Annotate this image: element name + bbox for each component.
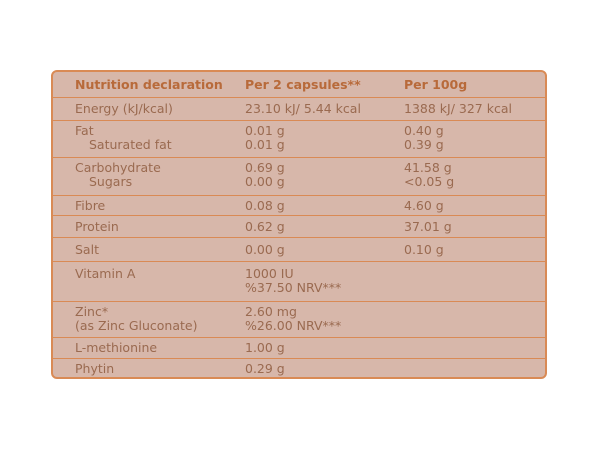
saturated-fat-per-capsules-value: 0.01 g (245, 137, 285, 152)
row-salt: Salt 0.00 g 0.10 g (53, 238, 545, 262)
fat-per-capsules-value: 0.01 g (245, 123, 285, 138)
vitamin-a-iu-value: 1000 IU (245, 266, 294, 281)
zinc-gluconate-label: (as Zinc Gluconate) (75, 318, 198, 333)
fibre-label: Fibre (75, 198, 106, 213)
fibre-per-capsules: 0.08 g (245, 198, 285, 213)
carbohydrate-per-capsules: 0.69 g 0.00 g (245, 161, 285, 189)
row-phytin: Phytin 0.29 g (53, 359, 545, 377)
row-carbohydrate: Carbohydrate Sugars 0.69 g 0.00 g 41.58 … (53, 158, 545, 196)
fat-per-100g-value: 0.40 g (404, 123, 444, 138)
header-per-2-capsules: Per 2 capsules** (245, 77, 361, 92)
row-energy: Energy (kJ/kcal) 23.10 kJ/ 5.44 kcal 138… (53, 98, 545, 121)
protein-per-100g: 37.01 g (404, 219, 452, 234)
sugars-per-capsules-value: 0.00 g (245, 174, 285, 189)
nutrition-table: Nutrition declaration Per 2 capsules** P… (51, 70, 547, 379)
salt-label: Salt (75, 242, 99, 257)
protein-per-capsules: 0.62 g (245, 219, 285, 234)
header-per-100g: Per 100g (404, 77, 468, 92)
fat-per-capsules: 0.01 g 0.01 g (245, 124, 285, 152)
vitamin-a-nrv-value: %37.50 NRV*** (245, 280, 342, 295)
carbohydrate-labels: Carbohydrate Sugars (75, 161, 161, 189)
row-fibre: Fibre 0.08 g 4.60 g (53, 196, 545, 216)
salt-per-100g: 0.10 g (404, 242, 444, 257)
zinc-mg-value: 2.60 mg (245, 304, 297, 319)
energy-per-100g: 1388 kJ/ 327 kcal (404, 101, 512, 116)
saturated-fat-per-100g-value: 0.39 g (404, 137, 444, 152)
header-nutrition-declaration: Nutrition declaration (75, 77, 223, 92)
row-l-methionine: L-methionine 1.00 g (53, 338, 545, 359)
header-row: Nutrition declaration Per 2 capsules** P… (53, 72, 545, 98)
salt-per-capsules: 0.00 g (245, 242, 285, 257)
carbohydrate-label: Carbohydrate (75, 160, 161, 175)
fibre-per-100g: 4.60 g (404, 198, 444, 213)
row-protein: Protein 0.62 g 37.01 g (53, 216, 545, 238)
l-methionine-label: L-methionine (75, 340, 158, 355)
phytin-label: Phytin (75, 361, 115, 376)
fat-per-100g: 0.40 g 0.39 g (404, 124, 444, 152)
energy-per-capsules: 23.10 kJ/ 5.44 kcal (245, 101, 361, 116)
energy-label: Energy (kJ/kcal) (75, 101, 173, 116)
vitamin-a-label: Vitamin A (75, 266, 136, 281)
row-fat: Fat Saturated fat 0.01 g 0.01 g 0.40 g 0… (53, 121, 545, 158)
row-vitamin-a: Vitamin A 1000 IU %37.50 NRV*** (53, 262, 545, 302)
fat-labels: Fat Saturated fat (75, 124, 172, 152)
carbohydrate-per-capsules-value: 0.69 g (245, 160, 285, 175)
zinc-values: 2.60 mg %26.00 NRV*** (245, 305, 341, 333)
sugars-per-100g-value: <0.05 g (404, 174, 455, 189)
row-zinc: Zinc* (as Zinc Gluconate) 2.60 mg %26.00… (53, 302, 545, 338)
fat-label: Fat (75, 123, 94, 138)
vitamin-a-values: 1000 IU %37.50 NRV*** (245, 267, 341, 295)
zinc-label: Zinc* (75, 304, 109, 319)
sugars-label: Sugars (89, 174, 133, 189)
protein-label: Protein (75, 219, 119, 234)
phytin-per-capsules: 0.29 g (245, 361, 285, 376)
carbohydrate-per-100g: 41.58 g <0.05 g (404, 161, 454, 189)
zinc-labels: Zinc* (as Zinc Gluconate) (75, 305, 197, 333)
l-methionine-per-capsules: 1.00 g (245, 340, 285, 355)
zinc-nrv-value: %26.00 NRV*** (245, 318, 342, 333)
saturated-fat-label: Saturated fat (89, 137, 172, 152)
carbohydrate-per-100g-value: 41.58 g (404, 160, 452, 175)
